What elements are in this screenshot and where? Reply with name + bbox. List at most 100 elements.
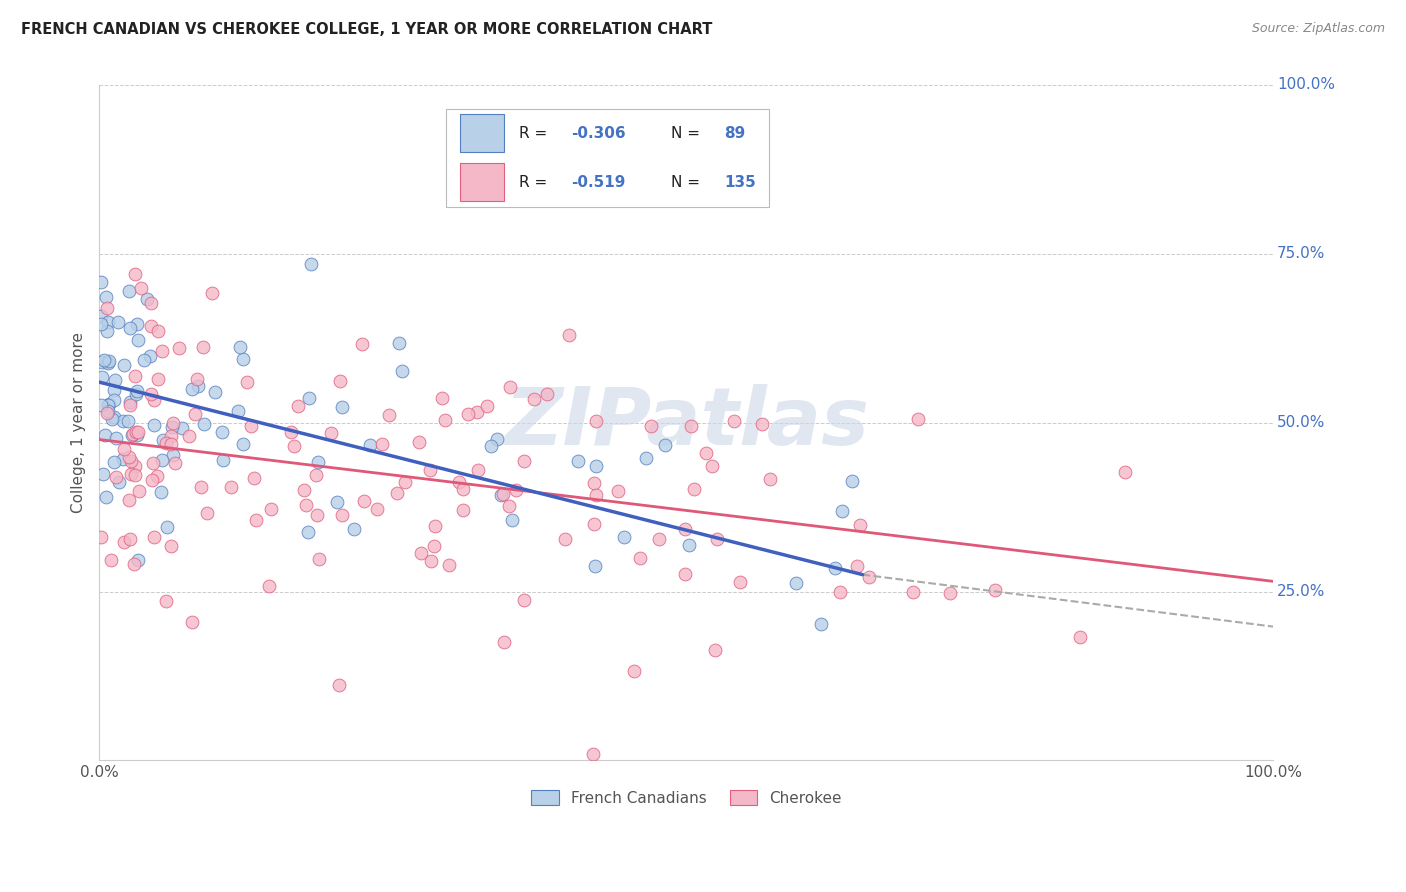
Point	[673, 522, 696, 536]
Point	[352, 337, 374, 351]
Point	[156, 520, 179, 534]
Point	[243, 471, 266, 485]
Text: R =: R =	[519, 175, 551, 189]
Point	[307, 455, 329, 469]
Point	[623, 665, 645, 679]
Point	[433, 412, 456, 426]
Point	[160, 428, 183, 442]
Point	[330, 508, 353, 523]
Point	[107, 316, 129, 330]
Point	[97, 354, 120, 368]
Point	[93, 353, 115, 368]
Point	[117, 414, 139, 428]
Point	[118, 450, 141, 465]
Point	[583, 559, 606, 574]
Point	[283, 439, 305, 453]
Point	[107, 475, 129, 489]
Point	[211, 425, 233, 440]
Point	[97, 315, 120, 329]
Point	[219, 480, 242, 494]
Point	[702, 459, 724, 474]
Point	[229, 340, 252, 354]
Point	[121, 428, 143, 442]
Point	[112, 534, 135, 549]
Point	[308, 552, 330, 566]
Point	[183, 407, 205, 421]
Point	[91, 467, 114, 481]
Point	[121, 427, 143, 442]
Point	[554, 532, 576, 546]
Point	[100, 412, 122, 426]
Point	[420, 554, 443, 568]
Point	[299, 257, 322, 271]
Point	[492, 487, 515, 501]
Point	[679, 418, 702, 433]
Point	[419, 463, 441, 477]
Point	[485, 432, 508, 446]
Point	[759, 472, 782, 486]
Text: -0.306: -0.306	[571, 126, 626, 141]
Point	[124, 468, 146, 483]
Point	[287, 399, 309, 413]
Point	[831, 504, 853, 518]
Text: 50.0%: 50.0%	[1277, 415, 1326, 430]
Point	[129, 280, 152, 294]
Point	[186, 372, 208, 386]
Point	[260, 502, 283, 516]
Point	[90, 317, 112, 331]
Point	[143, 392, 166, 407]
Text: R =: R =	[519, 126, 551, 141]
Point	[387, 486, 409, 500]
Point	[114, 358, 136, 372]
Point	[830, 585, 852, 599]
Point	[408, 434, 430, 449]
Text: 25.0%: 25.0%	[1277, 584, 1326, 599]
Point	[112, 414, 135, 428]
FancyBboxPatch shape	[446, 109, 769, 207]
Point	[96, 301, 118, 316]
Point	[648, 532, 671, 546]
Point	[150, 344, 173, 359]
Point	[841, 474, 863, 488]
Point	[328, 678, 350, 692]
Point	[751, 417, 773, 432]
Point	[475, 399, 498, 413]
Point	[98, 397, 121, 411]
Point	[103, 392, 125, 407]
Point	[585, 458, 607, 473]
Point	[305, 468, 328, 483]
Point	[141, 387, 163, 401]
Legend: French Canadians, Cherokee: French Canadians, Cherokee	[523, 782, 849, 814]
Point	[124, 458, 146, 473]
Point	[245, 512, 267, 526]
Point	[810, 617, 832, 632]
Point	[181, 615, 204, 629]
Point	[567, 454, 589, 468]
Point	[513, 592, 536, 607]
Point	[90, 398, 112, 412]
Text: N =: N =	[671, 126, 704, 141]
Point	[232, 351, 254, 366]
Point	[146, 372, 169, 386]
Point	[498, 379, 520, 393]
Point	[353, 493, 375, 508]
Y-axis label: College, 1 year or more: College, 1 year or more	[72, 332, 86, 513]
Point	[127, 425, 149, 440]
Point	[125, 317, 148, 331]
Point	[103, 409, 125, 424]
Point	[103, 455, 125, 469]
Point	[105, 469, 128, 483]
Point	[97, 356, 120, 370]
Point	[467, 463, 489, 477]
Point	[141, 473, 163, 487]
Point	[479, 439, 502, 453]
Point	[103, 384, 125, 398]
Point	[97, 404, 120, 418]
Point	[120, 467, 142, 482]
Point	[728, 574, 751, 589]
Point	[391, 364, 413, 378]
Point	[139, 319, 162, 334]
Point	[195, 506, 218, 520]
Point	[135, 293, 157, 307]
Text: -0.519: -0.519	[571, 175, 626, 189]
